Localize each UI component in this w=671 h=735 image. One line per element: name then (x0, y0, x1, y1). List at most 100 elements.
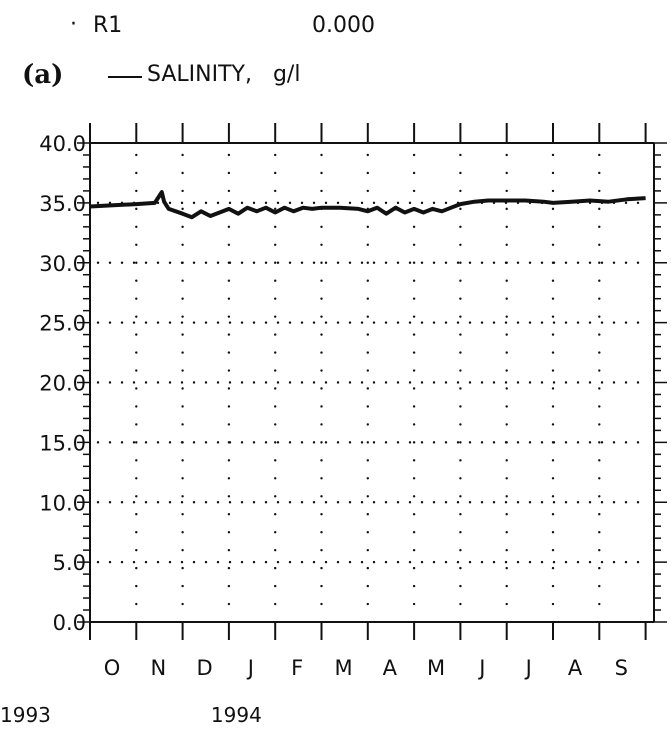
grid-dot (180, 501, 184, 504)
grid-dot (444, 321, 448, 324)
grid-dot (300, 381, 304, 384)
grid-dot (468, 261, 472, 264)
x-month-label: A (383, 656, 398, 680)
grid-dot (180, 261, 184, 264)
grid-dot (276, 381, 280, 384)
grid-dot (564, 560, 568, 564)
grid-dot (320, 315, 323, 318)
grid-dot (444, 441, 448, 444)
grid-dot (459, 333, 462, 336)
grid-dot (312, 441, 316, 444)
grid-dot (366, 369, 369, 372)
grid-dot (336, 261, 340, 264)
grid-dot (274, 351, 277, 354)
y-tick-label: 15.0 (39, 431, 86, 455)
y-tick-label: 30.0 (39, 252, 86, 276)
grid-dot (432, 560, 436, 564)
grid-dot (240, 201, 244, 205)
grid-dot (135, 243, 138, 246)
grid-dot (108, 321, 112, 324)
grid-dot (181, 297, 184, 300)
grid-dot (135, 530, 138, 534)
grid-dot (459, 530, 462, 534)
grid-dot (412, 548, 416, 552)
grid-dot (264, 441, 268, 444)
grid-dot (320, 171, 323, 175)
grid-dot (432, 381, 436, 384)
grid-dot (181, 495, 184, 498)
grid-dot (312, 261, 316, 264)
grid-dot (505, 189, 508, 193)
grid-dot (132, 501, 136, 504)
grid-dot (135, 261, 138, 264)
grid-dot (324, 501, 328, 504)
grid-dot (528, 501, 532, 504)
grid-dot (192, 501, 196, 504)
grid-dot (564, 441, 568, 444)
grid-dot (366, 459, 369, 462)
grid-dot (540, 381, 544, 384)
grid-dot (288, 261, 292, 264)
grid-dot (598, 423, 601, 426)
grid-dot (459, 459, 462, 462)
grid-dot (300, 321, 304, 324)
grid-dot (384, 501, 388, 504)
grid-dot (412, 602, 416, 606)
grid-dot (216, 381, 220, 384)
grid-dot (468, 501, 472, 504)
grid-dot (564, 321, 568, 324)
x-month-label: O (104, 656, 121, 680)
grid-dot (108, 501, 112, 504)
grid-dot (276, 321, 280, 324)
grid-dot (204, 321, 208, 324)
grid-dot (384, 560, 388, 564)
grid-dot (204, 381, 208, 384)
grid-dot (300, 441, 304, 444)
grid-dot (598, 602, 601, 606)
grid-dot (551, 189, 555, 193)
grid-dot (366, 189, 369, 193)
grid-dot (216, 261, 220, 264)
grid-dot (505, 459, 508, 462)
grid-dot (505, 584, 508, 588)
grid-dot (564, 501, 568, 504)
grid-dot (444, 261, 448, 264)
grid-dot (505, 513, 508, 516)
grid-dot (274, 171, 277, 175)
grid-dot (276, 441, 280, 444)
grid-dot (135, 171, 138, 175)
grid-dot (456, 321, 460, 324)
x-month-label: N (150, 656, 166, 680)
grid-dot (505, 423, 508, 426)
grid-dot (274, 333, 277, 336)
grid-dot (274, 387, 277, 390)
grid-dot (459, 477, 462, 480)
grid-dot (168, 381, 172, 384)
grid-dot (227, 333, 231, 336)
grid-dot (288, 441, 292, 444)
grid-dot (505, 405, 508, 408)
grid-dot (459, 423, 462, 426)
grid-dot (459, 225, 462, 229)
grid-dot (480, 441, 484, 444)
grid-dot (384, 201, 388, 205)
grid-dot (372, 261, 376, 264)
grid-dot (459, 171, 462, 175)
grid-dot (181, 566, 184, 570)
grid-dot (181, 405, 184, 408)
grid-dot (366, 171, 369, 175)
grid-dot (96, 501, 100, 504)
grid-dot (320, 495, 323, 498)
grid-dot (336, 381, 340, 384)
grid-dot (384, 381, 388, 384)
grid-dot (551, 477, 555, 480)
grid-dot (108, 261, 112, 264)
grid-dot (366, 225, 369, 229)
grid-dot (180, 381, 184, 384)
grid-dot (274, 261, 277, 264)
grid-dot (227, 225, 231, 229)
grid-dot (360, 261, 364, 264)
grid-dot (408, 261, 412, 264)
grid-dot (598, 441, 601, 444)
grid-dot (412, 495, 416, 498)
